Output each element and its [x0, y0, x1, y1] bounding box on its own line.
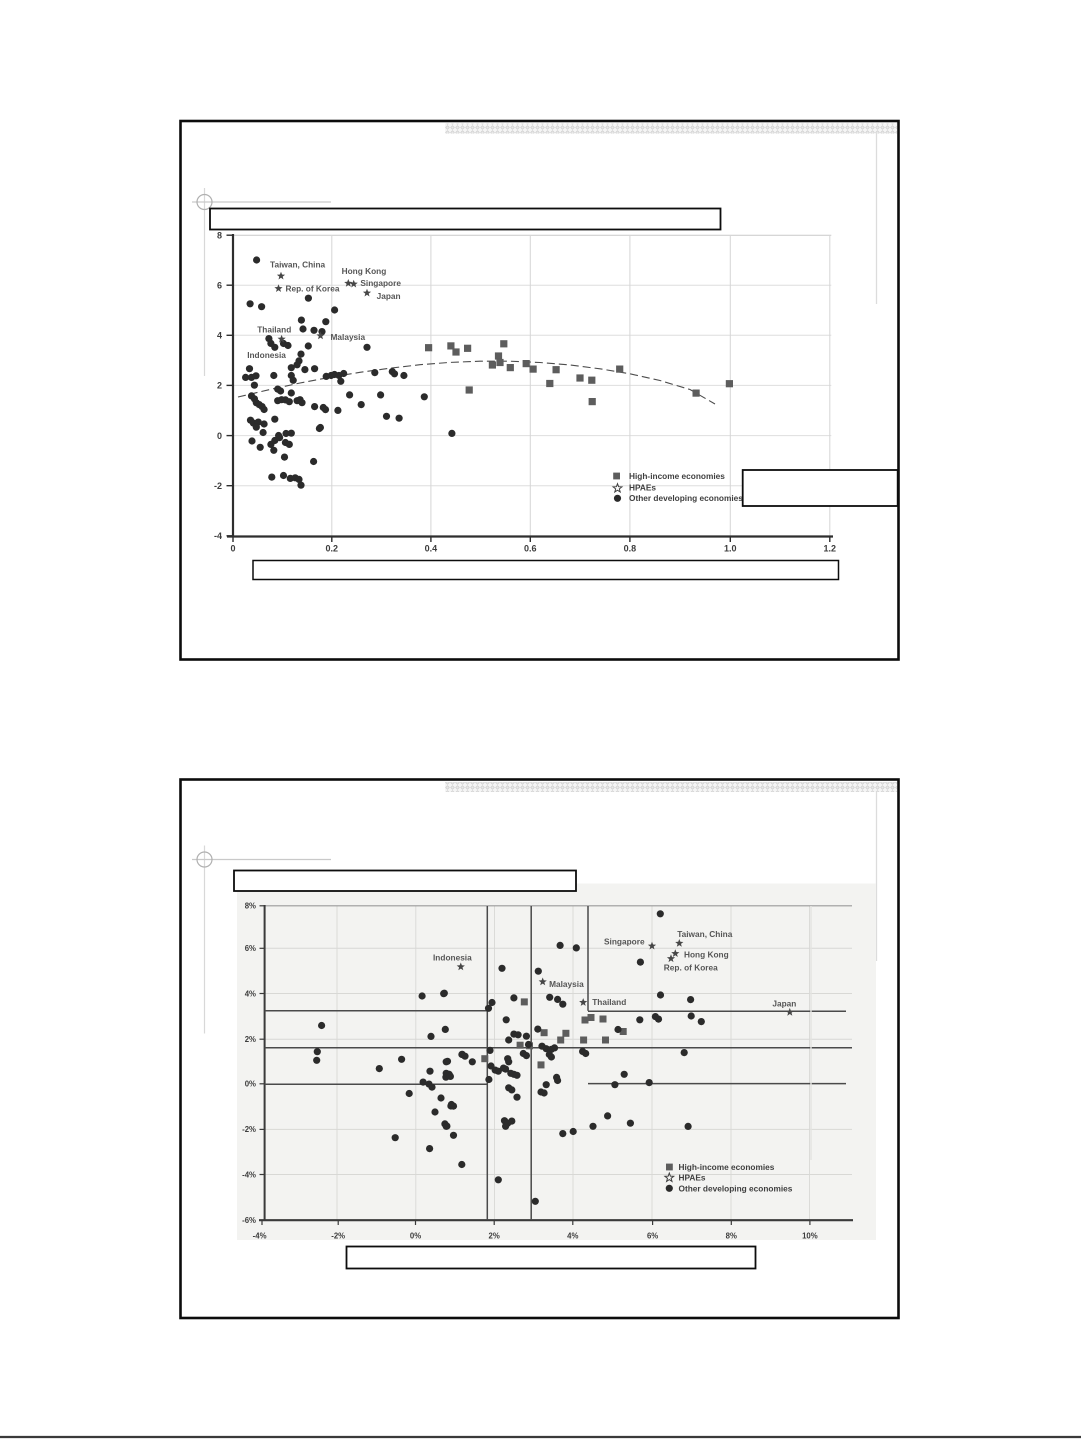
svg-text:0: 0 — [230, 544, 235, 554]
svg-text:Hong Kong: Hong Kong — [342, 266, 387, 276]
svg-text:Singapore: Singapore — [604, 937, 645, 947]
svg-text:2: 2 — [217, 381, 222, 391]
svg-text:8%: 8% — [726, 1231, 737, 1240]
svg-text:Other developing economies: Other developing economies — [679, 1183, 793, 1193]
svg-text:4%: 4% — [245, 989, 256, 998]
svg-text:0%: 0% — [245, 1080, 256, 1089]
svg-text:-2%: -2% — [331, 1231, 345, 1240]
svg-text:2%: 2% — [245, 1035, 256, 1044]
svg-text:6%: 6% — [647, 1231, 658, 1240]
svg-text:Malaysia: Malaysia — [331, 332, 366, 342]
svg-text:Taiwan, China: Taiwan, China — [270, 259, 326, 269]
svg-text:0.8: 0.8 — [624, 544, 637, 554]
svg-text:-6%: -6% — [242, 1216, 256, 1225]
svg-text:-2: -2 — [214, 481, 222, 491]
svg-text:-4%: -4% — [253, 1231, 267, 1240]
svg-text:Japan: Japan — [377, 291, 401, 301]
svg-text:0%: 0% — [410, 1231, 421, 1240]
svg-text:Thailand: Thailand — [592, 997, 626, 1007]
svg-text:Singapore: Singapore — [360, 278, 401, 288]
svg-text:Indonesia: Indonesia — [247, 350, 286, 360]
svg-text:1.0: 1.0 — [724, 544, 737, 554]
svg-text:Other developing economies: Other developing economies — [629, 493, 743, 503]
svg-text:6%: 6% — [245, 944, 256, 953]
svg-text:High-income economies: High-income economies — [679, 1162, 775, 1172]
svg-text:Malaysia: Malaysia — [549, 979, 584, 989]
svg-text:High-income economies: High-income economies — [629, 471, 725, 481]
svg-text:4%: 4% — [567, 1231, 578, 1240]
svg-text:0.6: 0.6 — [524, 544, 537, 554]
svg-text:2%: 2% — [489, 1231, 500, 1240]
svg-text:1.2: 1.2 — [824, 544, 837, 554]
svg-text:-2%: -2% — [242, 1125, 256, 1134]
svg-text:0: 0 — [217, 431, 222, 441]
svg-text:0.2: 0.2 — [326, 544, 339, 554]
svg-text:HPAEs: HPAEs — [679, 1173, 706, 1183]
svg-text:10%: 10% — [802, 1231, 818, 1240]
svg-text:0.4: 0.4 — [425, 544, 438, 554]
svg-text:-4: -4 — [214, 531, 222, 541]
svg-text:HPAEs: HPAEs — [629, 482, 656, 492]
svg-text:Japan: Japan — [772, 999, 796, 1009]
svg-text:6: 6 — [217, 280, 222, 290]
svg-text:Hong Kong: Hong Kong — [684, 950, 729, 960]
svg-text:Thailand: Thailand — [257, 325, 291, 335]
svg-text:Indonesia: Indonesia — [433, 953, 472, 963]
svg-text:8: 8 — [217, 230, 222, 240]
svg-text:4: 4 — [217, 331, 222, 341]
svg-text:Rep. of Korea: Rep. of Korea — [664, 963, 718, 973]
svg-text:-4%: -4% — [242, 1171, 256, 1180]
svg-text:8%: 8% — [245, 901, 256, 910]
svg-text:Rep. of Korea: Rep. of Korea — [286, 284, 340, 294]
svg-text:Taiwan, China: Taiwan, China — [677, 929, 733, 939]
